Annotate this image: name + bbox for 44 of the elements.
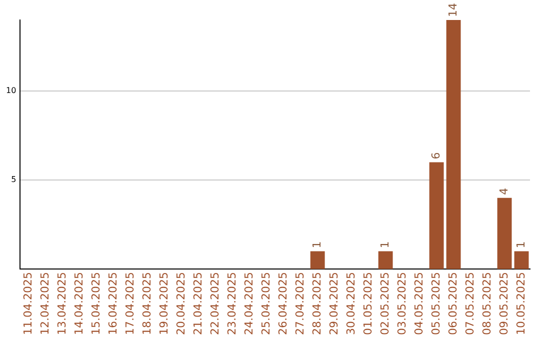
x-tick-label: 19.04.2025 (157, 272, 170, 336)
data-label: 1 (514, 241, 528, 248)
x-tick-label: 30.04.2025 (344, 272, 358, 336)
data-label: 6 (429, 152, 442, 160)
x-tick-label: 20.04.2025 (174, 272, 188, 336)
x-tick-label: 09.05.2025 (497, 272, 510, 336)
data-label: 1 (378, 241, 392, 248)
x-tick-label: 11.04.2025 (22, 272, 35, 336)
x-tick-label: 25.04.2025 (259, 272, 272, 336)
x-tick-label: 18.04.2025 (140, 272, 154, 336)
x-tick-label: 16.04.2025 (106, 272, 120, 336)
x-tick-label: 21.04.2025 (191, 272, 204, 336)
bar (446, 20, 461, 270)
bar (514, 251, 529, 270)
data-label: 14 (446, 3, 460, 17)
x-tick-label: 08.05.2025 (480, 272, 494, 336)
x-tick-label: 17.04.2025 (124, 272, 136, 336)
x-tick-label: 28.04.2025 (310, 272, 324, 336)
x-tick-label: 04.05.2025 (412, 272, 426, 336)
x-tick-label: 01.05.2025 (361, 272, 374, 336)
y-tick-label: 5 (11, 175, 16, 184)
x-tick-label: 14.04.2025 (72, 272, 86, 336)
y-tick-label: 10 (6, 86, 16, 96)
x-tick-label: 15.04.2025 (90, 272, 103, 336)
x-tick-label: 29.04.2025 (327, 272, 340, 336)
x-tick-label: 10.05.2025 (514, 272, 528, 336)
x-tick-label: 27.04.2025 (293, 272, 306, 336)
x-tick-label: 05.05.2025 (429, 272, 442, 336)
x-tick-label: 26.04.2025 (276, 272, 290, 336)
x-tick-label: 12.04.2025 (38, 272, 52, 336)
x-tick-label: 24.04.2025 (242, 272, 256, 336)
x-tick-label: 22.04.2025 (208, 272, 222, 336)
bar (310, 251, 325, 270)
x-tick-label: 02.05.2025 (378, 272, 392, 336)
data-label: 4 (497, 188, 510, 195)
x-tick-label: 07.05.2025 (463, 272, 476, 336)
x-tick-label: 06.05.2025 (446, 272, 460, 336)
data-label: 1 (310, 241, 324, 248)
x-tick-label: 23.04.2025 (225, 272, 238, 336)
x-tick-label: 03.05.2025 (395, 272, 408, 336)
bar (429, 162, 444, 270)
bar (497, 198, 512, 270)
bar (378, 251, 393, 270)
x-tick-label: 13.04.2025 (56, 272, 69, 336)
